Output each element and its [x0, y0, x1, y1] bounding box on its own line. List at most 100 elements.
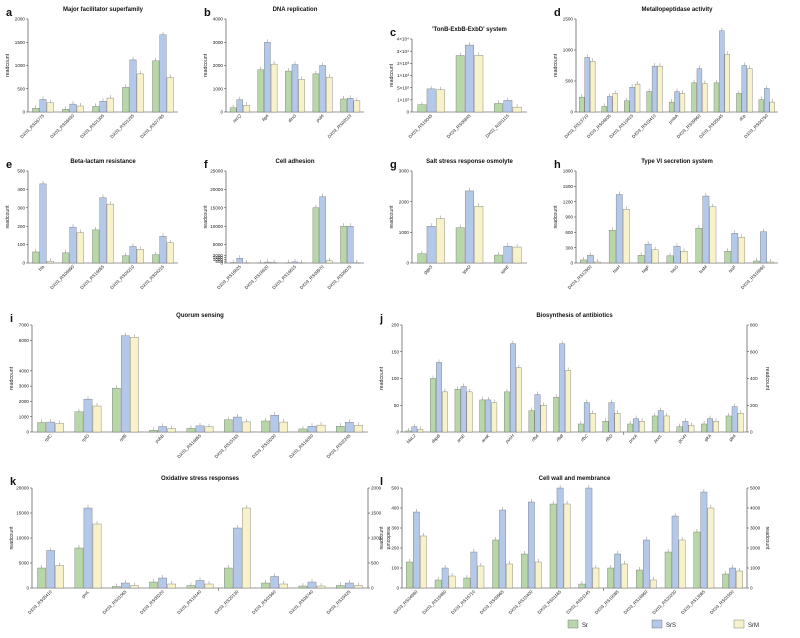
- bar-srm: [279, 421, 288, 433]
- category-label: DX03_RS19480: [421, 589, 447, 615]
- y2-tick-label: 1000: [371, 536, 382, 541]
- y-tick-label: 0: [220, 110, 223, 115]
- panel-letter: d: [554, 7, 561, 19]
- bar-sr: [32, 251, 40, 264]
- y2-tick-label: 800: [750, 323, 758, 328]
- bar-sr: [492, 539, 500, 589]
- category-label: rpfB: [118, 433, 127, 442]
- category-label: DX03_RS01065: [102, 589, 128, 615]
- y-tick-label: 4000: [213, 17, 224, 22]
- category-label: DX03_RS16690: [740, 264, 766, 290]
- bar-srm: [477, 565, 485, 589]
- bar-srs: [413, 511, 420, 589]
- category-label: DX03_RS16140: [176, 589, 202, 615]
- y-tick-label: 0: [396, 586, 399, 591]
- category-label: DX03_RS16615: [271, 264, 297, 290]
- y-tick-label: 500: [565, 79, 573, 84]
- y-tick-label: 400: [17, 187, 25, 192]
- bar-srs: [674, 91, 680, 113]
- y-tick-label: 200: [391, 323, 399, 328]
- bar-sr: [152, 60, 160, 113]
- bar-sr: [753, 260, 760, 264]
- y2-tick-label: 5000: [750, 486, 761, 491]
- bar-sr: [312, 73, 320, 113]
- y-tick-label: 100: [17, 242, 25, 247]
- y-axis-label: readcount: [553, 53, 559, 77]
- bar-srs: [556, 487, 564, 589]
- y-tick-label: 2000: [15, 17, 26, 22]
- y-tick-label: 0: [22, 261, 25, 266]
- bar-sr: [112, 586, 121, 589]
- y-tick-label: 1500: [563, 17, 574, 22]
- panel-title: 'TonB-ExbB-ExbD' system: [432, 27, 507, 33]
- y-tick-label: 1×10³: [397, 73, 409, 78]
- panel-title: Oxidative stress responses: [161, 476, 240, 482]
- bar-srm: [326, 260, 333, 264]
- bar-srs: [346, 226, 354, 264]
- y-tick-label: 0: [406, 261, 409, 266]
- panel-title: Quorum sensing: [176, 313, 224, 319]
- bar-sr: [112, 387, 121, 433]
- category-label: DX03_RS16660: [623, 589, 649, 615]
- bar-srs: [470, 551, 478, 589]
- bar-sr: [92, 106, 100, 113]
- bar-srs: [587, 255, 594, 264]
- category-label: DX03_RS08430: [49, 113, 75, 139]
- category-label: DX03_RS16620: [244, 264, 270, 290]
- bar-sr: [229, 107, 237, 113]
- y-axis-label: readcount: [203, 53, 209, 77]
- bar-sr: [695, 228, 703, 264]
- bar-srs: [411, 426, 418, 433]
- bar-sr: [725, 415, 732, 433]
- y-tick-label: 200: [391, 546, 399, 551]
- category-label: DX03_RS16655: [79, 264, 105, 290]
- category-label: DX03_RS02015: [326, 113, 352, 139]
- y-tick-label: 1500: [15, 40, 26, 45]
- category-label: pncA: [627, 433, 638, 444]
- bar-srm: [242, 507, 251, 589]
- category-label: glrA: [728, 433, 737, 442]
- y-tick-label: 500: [391, 486, 399, 491]
- y-tick-label: 500: [17, 86, 25, 91]
- bar-srm: [92, 523, 102, 589]
- bar-srs: [69, 226, 77, 264]
- y-tick-label: 3000: [19, 384, 30, 389]
- y-tick-label: 10000: [210, 224, 223, 229]
- category-label: tssG: [669, 264, 679, 274]
- category-label: DX03_RS09965: [479, 589, 505, 615]
- y-tick-label: 20000: [16, 486, 29, 491]
- bar-sr: [577, 423, 584, 433]
- category-label: rpfC: [43, 433, 52, 442]
- bar-sr: [607, 567, 615, 589]
- bar-srs: [510, 343, 516, 433]
- y2-tick-label: 3000: [750, 526, 761, 531]
- bar-srm: [663, 415, 670, 433]
- bar-sr: [479, 399, 486, 433]
- bar-srm: [651, 249, 659, 264]
- bar-srm: [491, 402, 498, 433]
- y-tick-label: 150: [391, 349, 399, 354]
- bar-srs: [195, 580, 205, 589]
- bar-srs: [729, 567, 736, 589]
- panel-title: Major facilitator superfamily: [63, 7, 144, 13]
- bar-sr: [74, 411, 84, 433]
- bar-sr: [668, 101, 675, 113]
- bar-sr: [494, 103, 503, 113]
- category-label: DX03_RS06845: [446, 113, 472, 139]
- legend-swatch-srs: [651, 619, 663, 629]
- bar-sr: [579, 96, 585, 113]
- category-label: DX03_RS16855: [176, 433, 202, 459]
- bar-srs: [129, 59, 137, 113]
- bar-srm: [326, 76, 333, 113]
- panel-title: Beta-lactam resistance: [70, 159, 136, 165]
- panel-letter: g: [390, 159, 397, 171]
- y-tick-label: 6000: [19, 338, 30, 343]
- bar-sr: [701, 423, 707, 433]
- bar-srs: [503, 245, 513, 264]
- y-tick-label: 1000: [15, 63, 26, 68]
- category-label: speD: [461, 264, 472, 275]
- panel-title: Cell wall and membrance: [539, 476, 611, 482]
- bar-srs: [426, 88, 436, 113]
